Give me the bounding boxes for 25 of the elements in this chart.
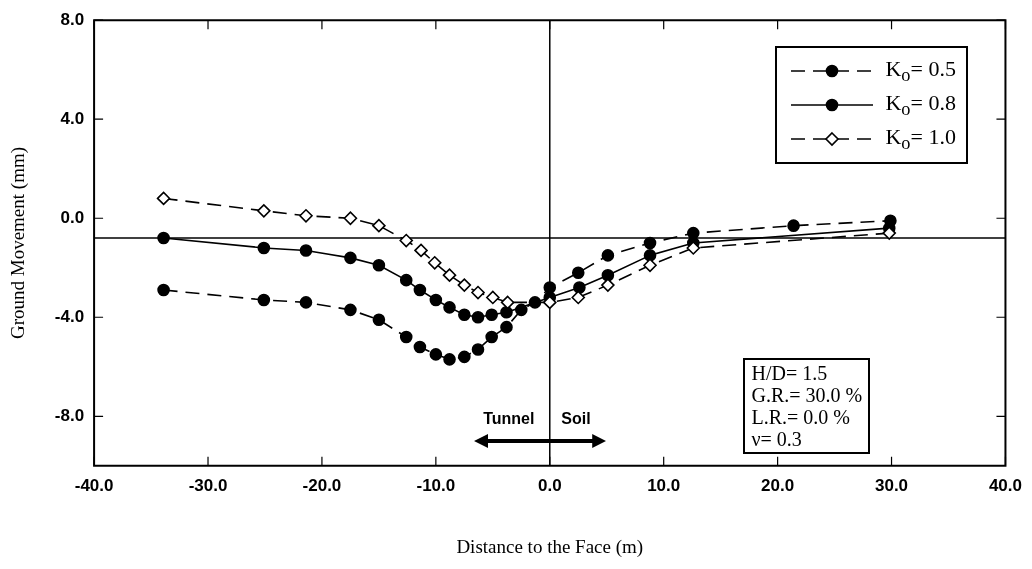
x-tick-label: -10.0 [416, 475, 456, 495]
legend-label: K$_{o}$= 1.0 [885, 123, 956, 155]
y-tick-label: -8.0 [54, 405, 85, 425]
legend-label: K$_{o}$= 0.5 [885, 55, 956, 87]
x-tick-label: 30.0 [874, 475, 909, 495]
x-tick-label: 20.0 [761, 475, 795, 495]
y-tick-label: 8.0 [60, 9, 85, 29]
annotation: G.R.= 30.0 % [751, 383, 863, 406]
y-axis-title: Ground Movement (mm) [7, 146, 30, 340]
x-tick-label: 0.0 [537, 475, 562, 495]
legend-label: K$_{o}$= 0.8 [885, 89, 956, 121]
y-tick-label: 0.0 [60, 207, 85, 227]
annotation: Soil [561, 409, 591, 428]
annotation: Tunnel [483, 409, 535, 428]
x-tick-label: -40.0 [74, 475, 114, 495]
annotation: L.R.= 0.0 % [751, 405, 851, 428]
x-axis-title: Distance to the Face (m) [456, 535, 644, 558]
y-tick-label: 4.0 [60, 108, 85, 128]
y-tick-label: -4.0 [54, 306, 85, 326]
x-tick-label: -20.0 [302, 475, 342, 495]
annotation: H/D= 1.5 [751, 361, 829, 384]
x-tick-label: 10.0 [647, 475, 681, 495]
annotation: ν= 0.3 [751, 427, 803, 450]
x-tick-label: -30.0 [188, 475, 228, 495]
x-tick-label: 40.0 [988, 475, 1022, 495]
